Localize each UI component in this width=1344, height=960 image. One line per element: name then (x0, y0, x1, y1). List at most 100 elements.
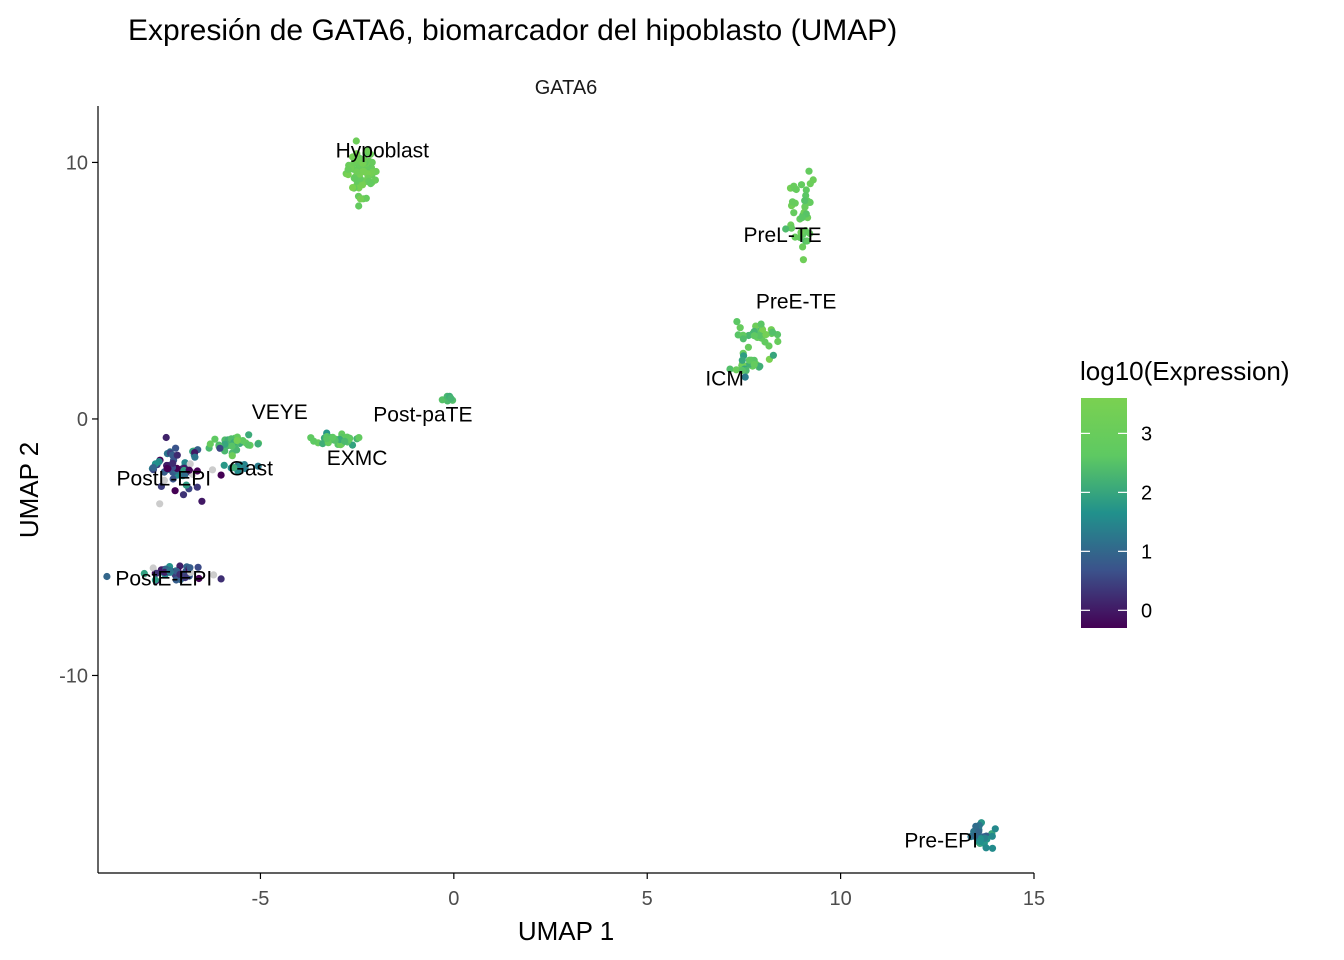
data-point (344, 171, 352, 179)
data-point (745, 356, 754, 364)
data-point (241, 464, 249, 473)
data-point (755, 331, 764, 340)
data-point (738, 366, 746, 374)
chart-subtitle: GATA6 (535, 77, 598, 99)
data-point (991, 825, 999, 833)
data-point (972, 822, 980, 830)
data-point (805, 167, 813, 175)
data-point (750, 332, 758, 340)
legend-tick-label: 0 (1141, 600, 1152, 622)
x-tick-label: 5 (642, 888, 653, 910)
data-point (782, 225, 790, 233)
data-point (741, 373, 749, 381)
data-point (210, 571, 218, 579)
data-point (254, 440, 262, 448)
data-point (733, 318, 741, 326)
cluster-label: Post-paTE (373, 404, 472, 427)
data-point (162, 433, 170, 442)
data-point (329, 433, 337, 441)
data-point (367, 180, 375, 188)
data-point (221, 440, 229, 448)
cluster-labels-layer: Hypoblast PreL-TE PreE-TE ICM VEYE Post-paTE E… (115, 139, 978, 852)
data-point (140, 569, 148, 578)
data-point (797, 181, 806, 189)
data-point (801, 203, 809, 211)
data-point (233, 437, 241, 445)
legend-tick-label: 2 (1141, 482, 1152, 504)
data-point (195, 574, 203, 583)
data-point (988, 844, 997, 852)
data-point (228, 442, 236, 450)
data-point (356, 195, 365, 203)
data-point (163, 464, 171, 473)
ticks-layer: -5 0 5 10 15 -10 0 10 (59, 152, 1045, 910)
data-point (230, 464, 238, 472)
data-point (774, 337, 782, 346)
legend-ticks: 0 1 2 3 (1081, 423, 1152, 622)
cluster-label: PostE-EPI (115, 568, 212, 591)
data-point (220, 461, 228, 469)
data-point (792, 185, 800, 194)
data-point (171, 487, 179, 495)
data-point (360, 168, 368, 176)
data-point (353, 168, 361, 176)
data-point (797, 228, 805, 236)
x-tick-label: 10 (829, 888, 851, 910)
data-point (172, 444, 180, 452)
cluster-label: PreL-TE (744, 224, 822, 247)
data-point (208, 466, 217, 474)
data-point (726, 365, 734, 373)
data-point (151, 576, 159, 584)
data-point (806, 229, 814, 238)
data-point (757, 320, 765, 328)
data-point (363, 146, 371, 154)
cluster-label: Pre-EPI (904, 829, 978, 852)
data-point (194, 563, 202, 571)
legend: log10(Expression) 0 1 2 3 (1080, 356, 1290, 628)
data-point (768, 328, 777, 336)
data-point (971, 832, 979, 840)
data-point (152, 569, 160, 577)
data-point (787, 224, 796, 232)
x-tick-label: -5 (252, 888, 270, 910)
data-point (739, 335, 747, 343)
data-point (323, 435, 331, 443)
data-point (802, 186, 810, 194)
data-point (736, 324, 744, 332)
data-point (239, 437, 247, 445)
data-point (228, 452, 236, 460)
data-point (360, 155, 368, 163)
data-point (160, 476, 168, 484)
data-point (350, 174, 358, 182)
data-point (169, 459, 177, 467)
data-point (176, 570, 184, 579)
legend-tick-label: 3 (1141, 423, 1152, 445)
data-point (362, 194, 370, 202)
data-point (752, 322, 760, 330)
data-point (745, 331, 753, 340)
cluster-label: PostL-EPI (117, 468, 212, 491)
data-point (798, 214, 806, 222)
data-point (732, 366, 740, 374)
y-axis-label: UMAP 2 (14, 442, 44, 538)
data-point (217, 471, 225, 479)
y-tick-label: 0 (77, 409, 88, 431)
data-point (185, 466, 193, 474)
data-point (193, 483, 201, 491)
data-point (179, 491, 188, 499)
data-point (976, 838, 984, 846)
data-point (738, 356, 746, 364)
legend-colorbar (1081, 398, 1127, 628)
x-tick-label: 15 (1023, 888, 1045, 910)
data-point (310, 437, 318, 445)
data-point (761, 338, 769, 346)
points-layer (103, 137, 999, 852)
data-point (762, 331, 770, 339)
cluster-label: Gast (229, 457, 274, 480)
data-point (149, 564, 157, 572)
data-point (790, 209, 798, 217)
data-point (803, 237, 811, 245)
x-axis-label: UMAP 1 (518, 916, 614, 946)
legend-tick-label: 1 (1141, 541, 1152, 563)
